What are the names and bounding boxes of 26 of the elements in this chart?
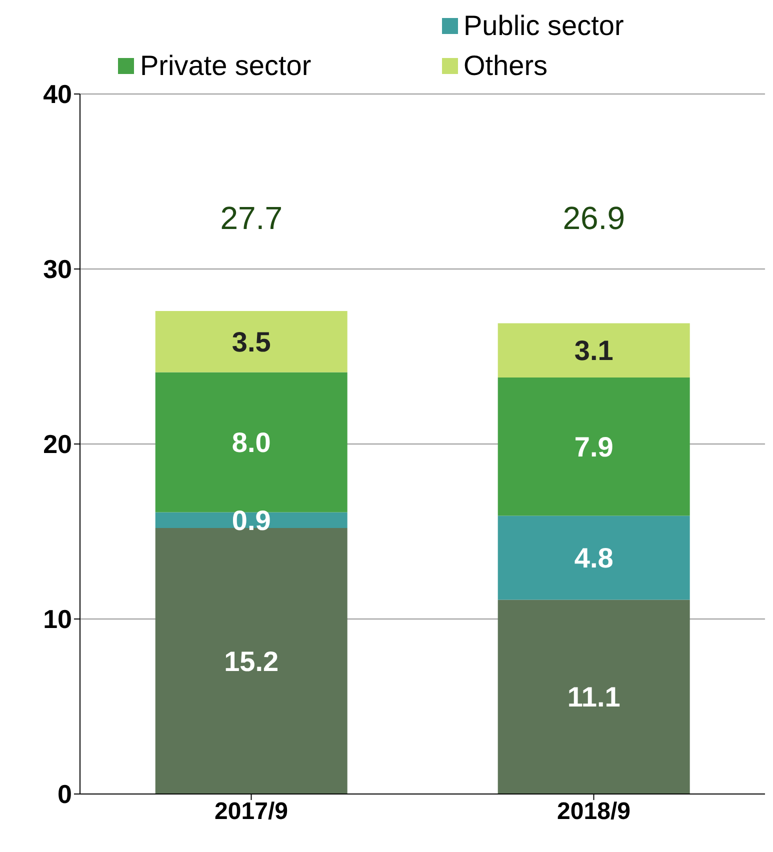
y-tick-label: 30 — [43, 254, 72, 284]
data-label: 0.9 — [232, 504, 271, 536]
bar — [498, 600, 690, 794]
y-tick-label: 40 — [43, 79, 72, 110]
data-label: 11.1 — [567, 682, 620, 713]
bar — [155, 311, 348, 372]
legend-label: Private sector — [140, 50, 312, 82]
data-label: 4.8 — [574, 542, 614, 574]
data-label: 8.0 — [232, 427, 271, 458]
total-label: 26.9 — [562, 200, 625, 236]
data-label: 3.1 — [574, 335, 614, 366]
data-label: 3.5 — [232, 326, 271, 358]
legend-label: Others — [464, 50, 548, 82]
data-label: 7.9 — [574, 431, 614, 462]
bar — [498, 323, 690, 378]
y-tick-label: 10 — [43, 604, 72, 634]
bar — [155, 372, 348, 512]
y-tick-label: 20 — [43, 429, 72, 460]
data-label: 15.2 — [224, 646, 279, 677]
bar — [498, 378, 690, 516]
legend-label: Public sector — [464, 10, 624, 42]
bar — [498, 516, 690, 600]
x-tick-label: 2018/9 — [557, 798, 630, 826]
total-label: 27.7 — [220, 200, 282, 236]
y-tick-label: 0 — [58, 779, 72, 810]
x-tick-label: 2017/9 — [214, 798, 288, 826]
